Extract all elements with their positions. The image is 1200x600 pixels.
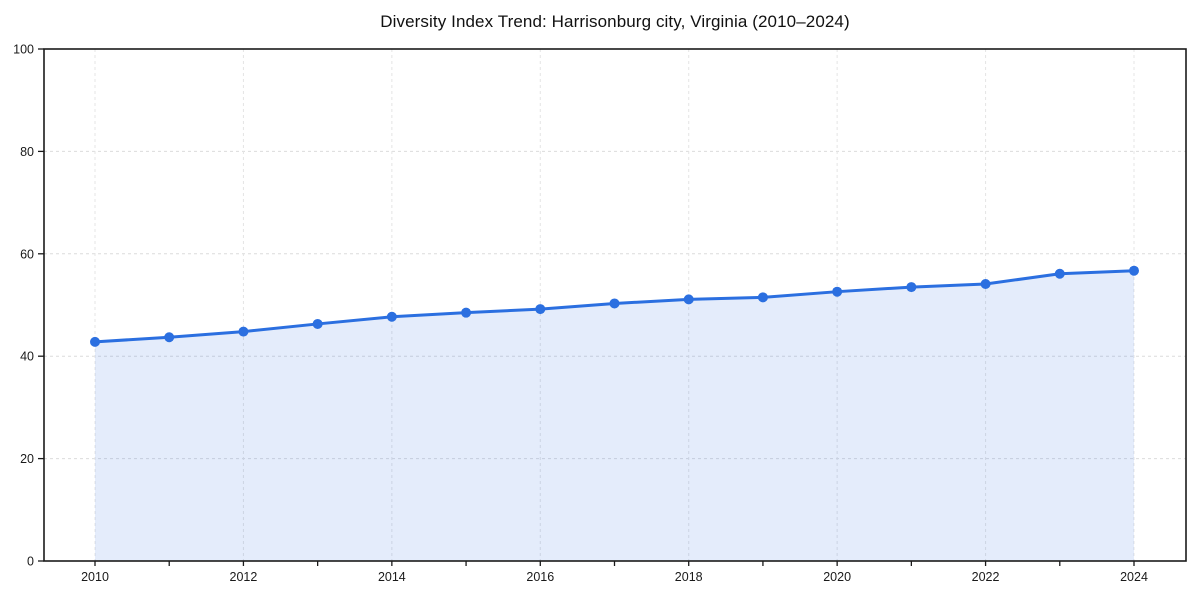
x-tick-label: 2010 xyxy=(81,570,109,584)
x-axis-ticks: 2010 2012 2014 2016 2018 2020 2022 2024 xyxy=(81,561,1148,584)
area-fill xyxy=(95,270,1134,561)
data-point-2011 xyxy=(164,332,175,343)
y-tick-label: 100 xyxy=(13,43,34,57)
y-axis-ticks: 0 20 40 60 80 100 xyxy=(13,43,44,569)
data-point-2015 xyxy=(461,307,472,318)
chart-title: Diversity Index Trend: Harrisonburg city… xyxy=(380,12,850,31)
data-point-2018 xyxy=(683,294,694,305)
x-tick-label: 2014 xyxy=(378,570,406,584)
y-tick-label: 60 xyxy=(20,247,34,261)
y-tick-label: 80 xyxy=(20,145,34,159)
x-tick-label: 2024 xyxy=(1120,570,1148,584)
x-tick-label: 2020 xyxy=(823,570,851,584)
data-point-2024 xyxy=(1129,265,1139,276)
data-point-2012 xyxy=(238,326,249,337)
data-point-2010 xyxy=(90,336,100,347)
data-point-2016 xyxy=(535,304,546,315)
data-point-2022 xyxy=(980,279,991,290)
y-tick-label: 40 xyxy=(20,350,34,364)
data-point-2014 xyxy=(386,311,397,322)
y-tick-label: 0 xyxy=(27,555,34,569)
x-gridlines xyxy=(94,49,1135,561)
data-point-2013 xyxy=(312,318,323,329)
x-tick-label: 2016 xyxy=(526,570,554,584)
data-points xyxy=(90,265,1139,347)
x-tick-label: 2012 xyxy=(230,570,258,584)
x-tick-label: 2018 xyxy=(675,570,703,584)
data-point-2019 xyxy=(757,292,768,303)
y-tick-label: 20 xyxy=(20,452,34,466)
data-point-2023 xyxy=(1054,268,1065,279)
y-gridlines xyxy=(44,150,1186,460)
data-point-2021 xyxy=(906,282,917,293)
data-point-2017 xyxy=(609,298,620,309)
x-tick-label: 2022 xyxy=(972,570,1000,584)
data-point-2020 xyxy=(832,286,843,297)
